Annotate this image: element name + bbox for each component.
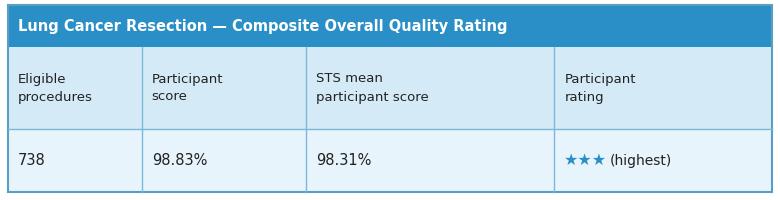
FancyBboxPatch shape: [8, 5, 772, 47]
Text: Lung Cancer Resection — Composite Overall Quality Rating: Lung Cancer Resection — Composite Overal…: [18, 19, 508, 33]
Text: STS mean
participant score: STS mean participant score: [316, 72, 429, 104]
FancyBboxPatch shape: [8, 129, 772, 192]
Text: Eligible
procedures: Eligible procedures: [18, 72, 93, 104]
Text: 98.83%: 98.83%: [151, 153, 207, 168]
Text: Participant
rating: Participant rating: [564, 72, 636, 104]
Text: ★★★: ★★★: [564, 153, 608, 168]
Text: 98.31%: 98.31%: [316, 153, 371, 168]
Text: Participant
score: Participant score: [151, 72, 223, 104]
FancyBboxPatch shape: [8, 47, 772, 129]
Text: 738: 738: [18, 153, 46, 168]
Text: (highest): (highest): [609, 154, 672, 168]
